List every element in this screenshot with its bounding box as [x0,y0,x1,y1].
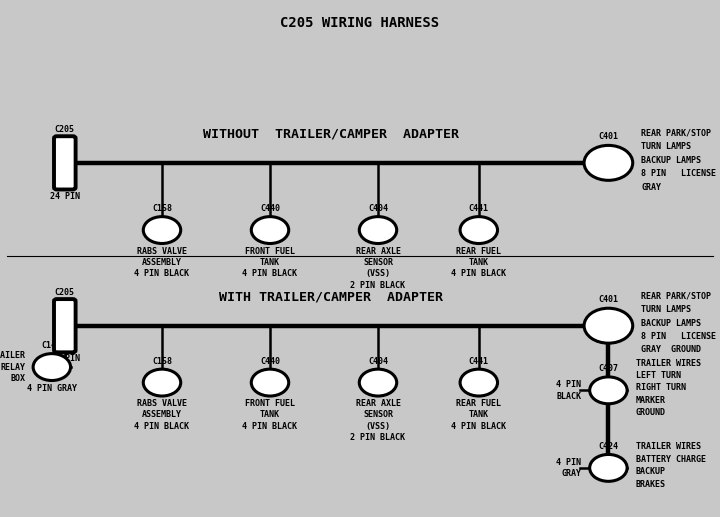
Text: TURN LAMPS: TURN LAMPS [642,305,691,314]
Text: C424: C424 [598,442,618,451]
Text: 4 PIN BLACK: 4 PIN BLACK [243,422,297,431]
Text: RELAY: RELAY [1,362,26,372]
Text: TANK: TANK [260,258,280,267]
Text: GRAY  GROUND: GRAY GROUND [642,345,701,355]
Text: C205 WIRING HARNESS: C205 WIRING HARNESS [280,16,440,31]
Text: GROUND: GROUND [636,408,666,417]
Text: 4 PIN: 4 PIN [556,458,581,467]
Text: SENSOR: SENSOR [363,410,393,419]
Text: MARKER: MARKER [636,396,666,405]
Text: C158: C158 [152,204,172,213]
Text: BRAKES: BRAKES [636,479,666,489]
Text: C149: C149 [42,341,62,350]
Text: REAR AXLE: REAR AXLE [356,247,400,255]
Text: REAR PARK/STOP: REAR PARK/STOP [642,292,711,301]
Text: 4 PIN BLACK: 4 PIN BLACK [451,269,506,278]
Text: 4 PIN BLACK: 4 PIN BLACK [135,422,189,431]
Text: TANK: TANK [260,410,280,419]
Circle shape [584,145,633,180]
Text: ASSEMBLY: ASSEMBLY [142,258,182,267]
Circle shape [143,369,181,396]
Text: C441: C441 [469,357,489,366]
Text: RIGHT TURN: RIGHT TURN [636,383,685,392]
Text: RABS VALVE: RABS VALVE [137,247,187,255]
FancyBboxPatch shape [54,136,76,189]
Text: 8 PIN   LICENSE LAMPS: 8 PIN LICENSE LAMPS [642,332,720,341]
Text: C205: C205 [55,125,75,134]
Circle shape [460,369,498,396]
Text: BACKUP: BACKUP [636,467,666,476]
Circle shape [251,369,289,396]
Text: (VSS): (VSS) [366,269,390,278]
Text: WITHOUT  TRAILER/CAMPER  ADAPTER: WITHOUT TRAILER/CAMPER ADAPTER [203,128,459,141]
Text: C441: C441 [469,204,489,213]
Circle shape [359,369,397,396]
Text: C440: C440 [260,204,280,213]
Text: REAR PARK/STOP: REAR PARK/STOP [642,129,711,138]
Text: (VSS): (VSS) [366,422,390,431]
Text: 4 PIN GRAY: 4 PIN GRAY [27,384,77,392]
Text: TRAILER WIRES: TRAILER WIRES [636,358,701,368]
Text: GRAY: GRAY [561,469,581,478]
Text: BACKUP LAMPS: BACKUP LAMPS [642,156,701,165]
Text: C407: C407 [598,364,618,373]
Text: RABS VALVE: RABS VALVE [137,399,187,408]
Text: 24 PIN: 24 PIN [50,191,80,201]
Text: 24 PIN: 24 PIN [50,355,80,363]
Text: C404: C404 [368,204,388,213]
Text: C205: C205 [55,288,75,297]
Text: BATTERY CHARGE: BATTERY CHARGE [636,454,706,464]
Text: C401: C401 [598,132,618,141]
FancyBboxPatch shape [54,299,76,353]
Text: TRAILER: TRAILER [0,351,26,360]
Text: LEFT TURN: LEFT TURN [636,371,681,380]
Text: C158: C158 [152,357,172,366]
Text: TURN LAMPS: TURN LAMPS [642,142,691,151]
Circle shape [359,217,397,244]
Text: 4 PIN BLACK: 4 PIN BLACK [135,269,189,278]
Circle shape [584,308,633,343]
Text: 8 PIN   LICENSE LAMPS: 8 PIN LICENSE LAMPS [642,169,720,178]
Text: REAR FUEL: REAR FUEL [456,399,501,408]
Text: 2 PIN BLACK: 2 PIN BLACK [351,433,405,442]
Circle shape [143,217,181,244]
Circle shape [251,217,289,244]
Circle shape [460,217,498,244]
Text: ASSEMBLY: ASSEMBLY [142,410,182,419]
Text: C440: C440 [260,357,280,366]
Text: BLACK: BLACK [556,391,581,401]
Text: 4 PIN BLACK: 4 PIN BLACK [451,422,506,431]
Text: 4 PIN: 4 PIN [556,380,581,389]
Text: BOX: BOX [11,374,26,383]
Text: C401: C401 [598,295,618,304]
Circle shape [33,354,71,381]
Circle shape [590,454,627,481]
Text: 2 PIN BLACK: 2 PIN BLACK [351,281,405,290]
Text: GRAY: GRAY [642,183,662,192]
Text: SENSOR: SENSOR [363,258,393,267]
Text: WITH TRAILER/CAMPER  ADAPTER: WITH TRAILER/CAMPER ADAPTER [219,291,444,304]
Text: TRAILER WIRES: TRAILER WIRES [636,442,701,451]
Text: C404: C404 [368,357,388,366]
Text: FRONT FUEL: FRONT FUEL [245,247,295,255]
Circle shape [590,377,627,404]
Text: TANK: TANK [469,258,489,267]
Text: 4 PIN BLACK: 4 PIN BLACK [243,269,297,278]
Text: REAR FUEL: REAR FUEL [456,247,501,255]
Text: REAR AXLE: REAR AXLE [356,399,400,408]
Text: FRONT FUEL: FRONT FUEL [245,399,295,408]
Text: BACKUP LAMPS: BACKUP LAMPS [642,318,701,328]
Text: TANK: TANK [469,410,489,419]
